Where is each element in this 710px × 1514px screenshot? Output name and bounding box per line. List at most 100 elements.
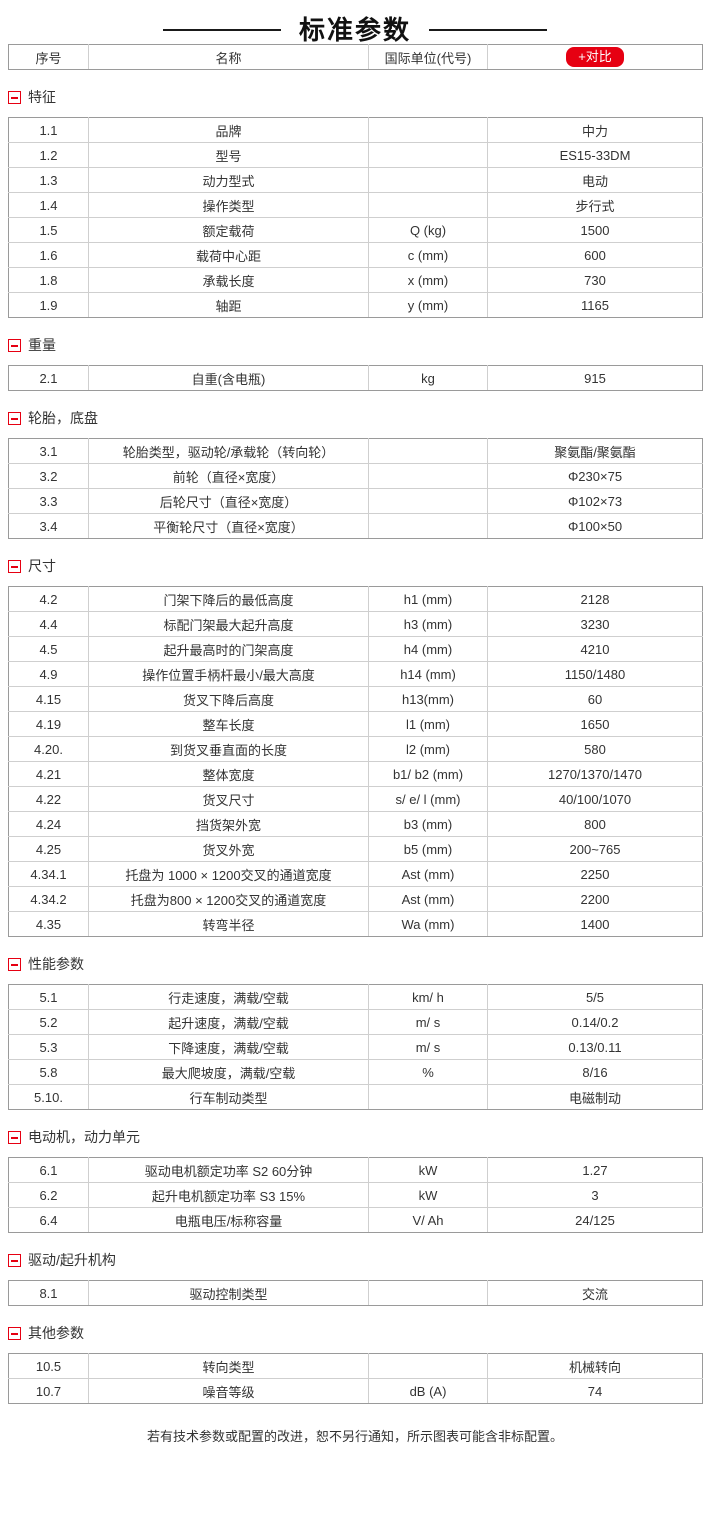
table-row: 5.1 行走速度，满载/空载 km/ h 5/5 [8,984,703,1010]
row-value-cell: 电磁制动 [487,1084,703,1110]
row-unit-cell: km/ h [368,984,488,1010]
row-value-cell: 2250 [487,861,703,887]
row-value-cell: 2200 [487,886,703,912]
row-name-cell: 型号 [88,142,369,168]
table-row: 1.9 轴距 y (mm) 1165 [8,292,703,318]
section-label: 轮胎，底盘 [28,410,98,426]
compare-button[interactable]: +对比 [566,47,624,67]
parameter-table: 2.1 自重(含电瓶) kg 915 [8,365,703,391]
row-number-cell: 3.1 [8,438,89,464]
table-row: 3.2 前轮（直径×宽度） Φ230×75 [8,463,703,489]
table-row: 4.35 转弯半径 Wa (mm) 1400 [8,911,703,937]
row-value-cell: 3230 [487,611,703,637]
table-row: 4.20. 到货叉垂直面的长度 l2 (mm) 580 [8,736,703,762]
section-header: 其他参数 [8,1326,702,1341]
footer-disclaimer: 若有技术参数或配置的改进，恕不另行通知，所示图表可能含非标配置。 [146,1429,563,1444]
collapse-minus-icon[interactable] [8,1254,21,1267]
row-unit-cell: b1/ b2 (mm) [368,761,488,787]
table-row: 5.10. 行车制动类型 电磁制动 [8,1084,703,1110]
row-number-cell: 8.1 [8,1280,89,1306]
row-unit-cell: Q (kg) [368,217,488,243]
row-name-cell: 驱动控制类型 [88,1280,369,1306]
table-row: 1.1 品牌 中力 [8,117,703,143]
row-name-cell: 噪音等级 [88,1378,369,1404]
table-row: 4.22 货叉尺寸 s/ e/ l (mm) 40/100/1070 [8,786,703,812]
collapse-minus-icon[interactable] [8,1327,21,1340]
row-number-cell: 1.5 [8,217,89,243]
section-header: 特征 [8,90,702,105]
table-row: 6.2 起升电机额定功率 S3 15% kW 3 [8,1182,703,1208]
collapse-minus-icon[interactable] [8,958,21,971]
collapse-minus-icon[interactable] [8,412,21,425]
section-header: 重量 [8,338,702,353]
row-name-cell: 额定载荷 [88,217,369,243]
collapse-minus-icon[interactable] [8,91,21,104]
row-value-cell: 8/16 [487,1059,703,1085]
row-unit-cell: kW [368,1182,488,1208]
row-unit-cell: h1 (mm) [368,586,488,612]
row-name-cell: 起升电机额定功率 S3 15% [88,1182,369,1208]
row-number-cell: 4.5 [8,636,89,662]
parameter-table: 10.5 转向类型 机械转向 10.7 噪音等级 dB (A) 74 [8,1353,703,1404]
row-unit-cell [368,438,488,464]
row-number-cell: 1.1 [8,117,89,143]
row-unit-cell: m/ s [368,1009,488,1035]
row-value-cell: 74 [487,1378,703,1404]
row-unit-cell [368,488,488,514]
collapse-minus-icon[interactable] [8,560,21,573]
row-unit-cell: l1 (mm) [368,711,488,737]
table-row: 3.4 平衡轮尺寸（直径×宽度） Φ100×50 [8,513,703,539]
row-name-cell: 操作类型 [88,192,369,218]
page-title: 标准参数 [298,15,411,45]
row-unit-cell: h4 (mm) [368,636,488,662]
row-name-cell: 品牌 [88,117,369,143]
row-number-cell: 10.7 [8,1378,89,1404]
row-value-cell: 机械转向 [487,1353,703,1379]
row-value-cell: 1270/1370/1470 [487,761,703,787]
header-col-no: 序号 [8,44,89,70]
row-name-cell: 自重(含电瓶) [88,365,369,391]
row-unit-cell [368,1084,488,1110]
row-number-cell: 4.35 [8,911,89,937]
row-value-cell: 1.27 [487,1157,703,1183]
row-number-cell: 5.8 [8,1059,89,1085]
row-unit-cell: y (mm) [368,292,488,318]
row-value-cell: 200~765 [487,836,703,862]
row-name-cell: 轮胎类型，驱动轮/承载轮（转向轮） [88,438,369,464]
row-value-cell: Φ230×75 [487,463,703,489]
row-value-cell: 1650 [487,711,703,737]
row-number-cell: 4.22 [8,786,89,812]
row-name-cell: 整车长度 [88,711,369,737]
table-row: 6.1 驱动电机额定功率 S2 60分钟 kW 1.27 [8,1157,703,1183]
table-row: 10.7 噪音等级 dB (A) 74 [8,1378,703,1404]
row-name-cell: 转弯半径 [88,911,369,937]
collapse-minus-icon[interactable] [8,339,21,352]
row-number-cell: 4.34.2 [8,886,89,912]
row-name-cell: 起升最高时的门架高度 [88,636,369,662]
parameter-section: 重量 2.1 自重(含电瓶) kg 915 [8,338,703,391]
row-name-cell: 下降速度，满载/空载 [88,1034,369,1060]
row-unit-cell [368,142,488,168]
row-number-cell: 5.3 [8,1034,89,1060]
table-row: 1.8 承载长度 x (mm) 730 [8,267,703,293]
row-value-cell: Φ102×73 [487,488,703,514]
table-row: 4.4 标配门架最大起升高度 h3 (mm) 3230 [8,611,703,637]
section-header: 性能参数 [8,957,702,972]
parameter-table: 8.1 驱动控制类型 交流 [8,1280,703,1306]
parameter-section: 尺寸 4.2 门架下降后的最低高度 h1 (mm) 2128 4.4 标配门架最… [8,559,703,937]
table-header-row: 序号 名称 国际单位(代号) +对比 [8,44,703,70]
row-name-cell: 操作位置手柄杆最小/最大高度 [88,661,369,687]
row-unit-cell [368,167,488,193]
row-unit-cell: s/ e/ l (mm) [368,786,488,812]
row-unit-cell: c (mm) [368,242,488,268]
row-number-cell: 4.20. [8,736,89,762]
row-value-cell: 1150/1480 [487,661,703,687]
row-number-cell: 1.9 [8,292,89,318]
row-value-cell: 聚氨酯/聚氨酯 [487,438,703,464]
table-row: 6.4 电瓶电压/标称容量 V/ Ah 24/125 [8,1207,703,1233]
row-unit-cell: h13(mm) [368,686,488,712]
collapse-minus-icon[interactable] [8,1131,21,1144]
title-left-rule [162,29,281,31]
section-label: 重量 [28,337,56,353]
row-number-cell: 5.2 [8,1009,89,1035]
